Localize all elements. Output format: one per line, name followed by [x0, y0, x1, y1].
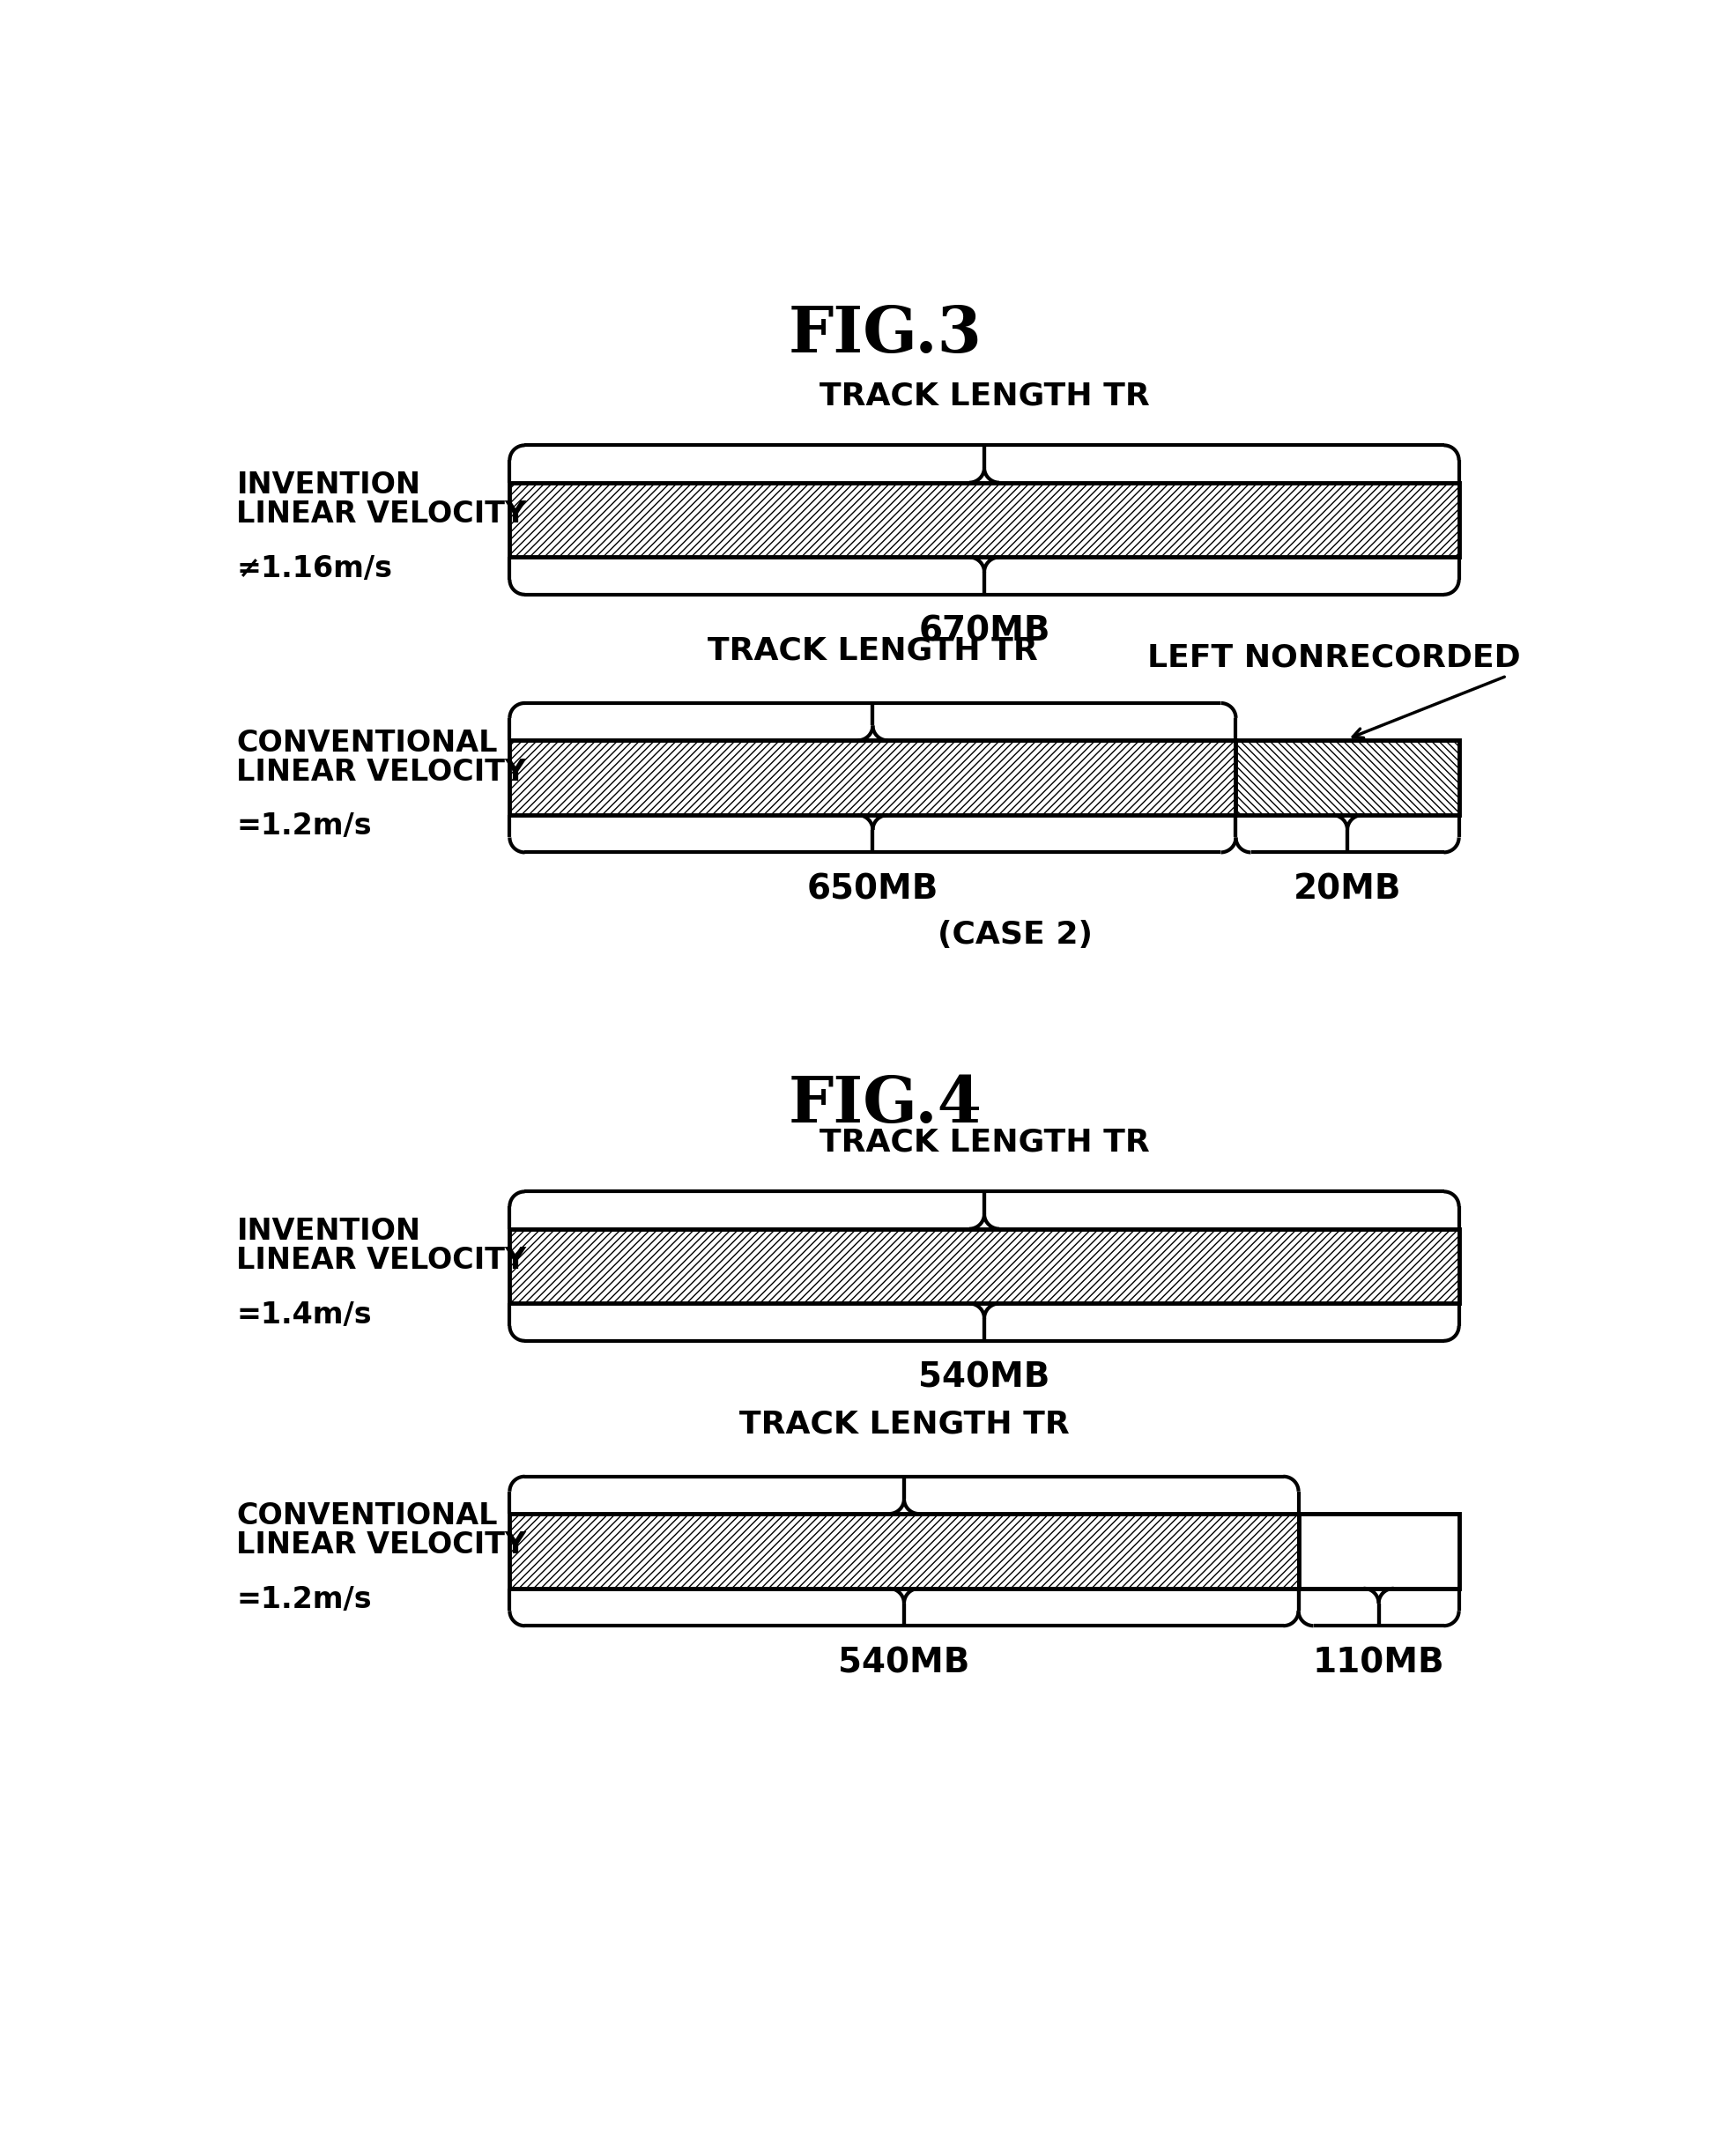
Text: LINEAR VELOCITY: LINEAR VELOCITY — [237, 500, 527, 528]
Text: LINEAR VELOCITY: LINEAR VELOCITY — [237, 1531, 527, 1559]
Text: INVENTION: INVENTION — [237, 1216, 420, 1246]
Text: LEFT NONRECORDED: LEFT NONRECORDED — [1147, 642, 1521, 673]
Bar — [510, 1229, 1458, 1304]
Text: =1.4m/s: =1.4m/s — [237, 1300, 372, 1330]
Text: TRACK LENGTH TR: TRACK LENGTH TR — [819, 1128, 1149, 1158]
Bar — [510, 740, 1236, 815]
Bar — [1298, 1514, 1458, 1589]
Text: LINEAR VELOCITY: LINEAR VELOCITY — [237, 1246, 527, 1274]
Text: 540MB: 540MB — [838, 1647, 969, 1680]
Text: 110MB: 110MB — [1313, 1647, 1445, 1680]
Bar — [1236, 740, 1458, 815]
Bar — [510, 1514, 1298, 1589]
Text: ≠1.16m/s: ≠1.16m/s — [237, 554, 392, 582]
Text: TRACK LENGTH TR: TRACK LENGTH TR — [708, 636, 1039, 666]
Text: (CASE 2): (CASE 2) — [938, 921, 1092, 951]
Text: TRACK LENGTH TR: TRACK LENGTH TR — [819, 382, 1149, 412]
Text: =1.2m/s: =1.2m/s — [237, 811, 372, 841]
Text: 20MB: 20MB — [1293, 873, 1401, 906]
Text: =1.2m/s: =1.2m/s — [237, 1585, 372, 1615]
Text: TRACK LENGTH TR: TRACK LENGTH TR — [740, 1410, 1070, 1440]
Text: FIG.4: FIG.4 — [788, 1074, 982, 1136]
Text: FIG.3: FIG.3 — [788, 302, 982, 364]
Text: 650MB: 650MB — [807, 873, 938, 906]
Text: INVENTION: INVENTION — [237, 470, 420, 500]
Text: 540MB: 540MB — [919, 1360, 1051, 1395]
Text: CONVENTIONAL: CONVENTIONAL — [237, 729, 498, 757]
Bar — [510, 483, 1458, 556]
Text: CONVENTIONAL: CONVENTIONAL — [237, 1503, 498, 1531]
Text: 670MB: 670MB — [918, 614, 1051, 649]
Text: LINEAR VELOCITY: LINEAR VELOCITY — [237, 757, 527, 787]
